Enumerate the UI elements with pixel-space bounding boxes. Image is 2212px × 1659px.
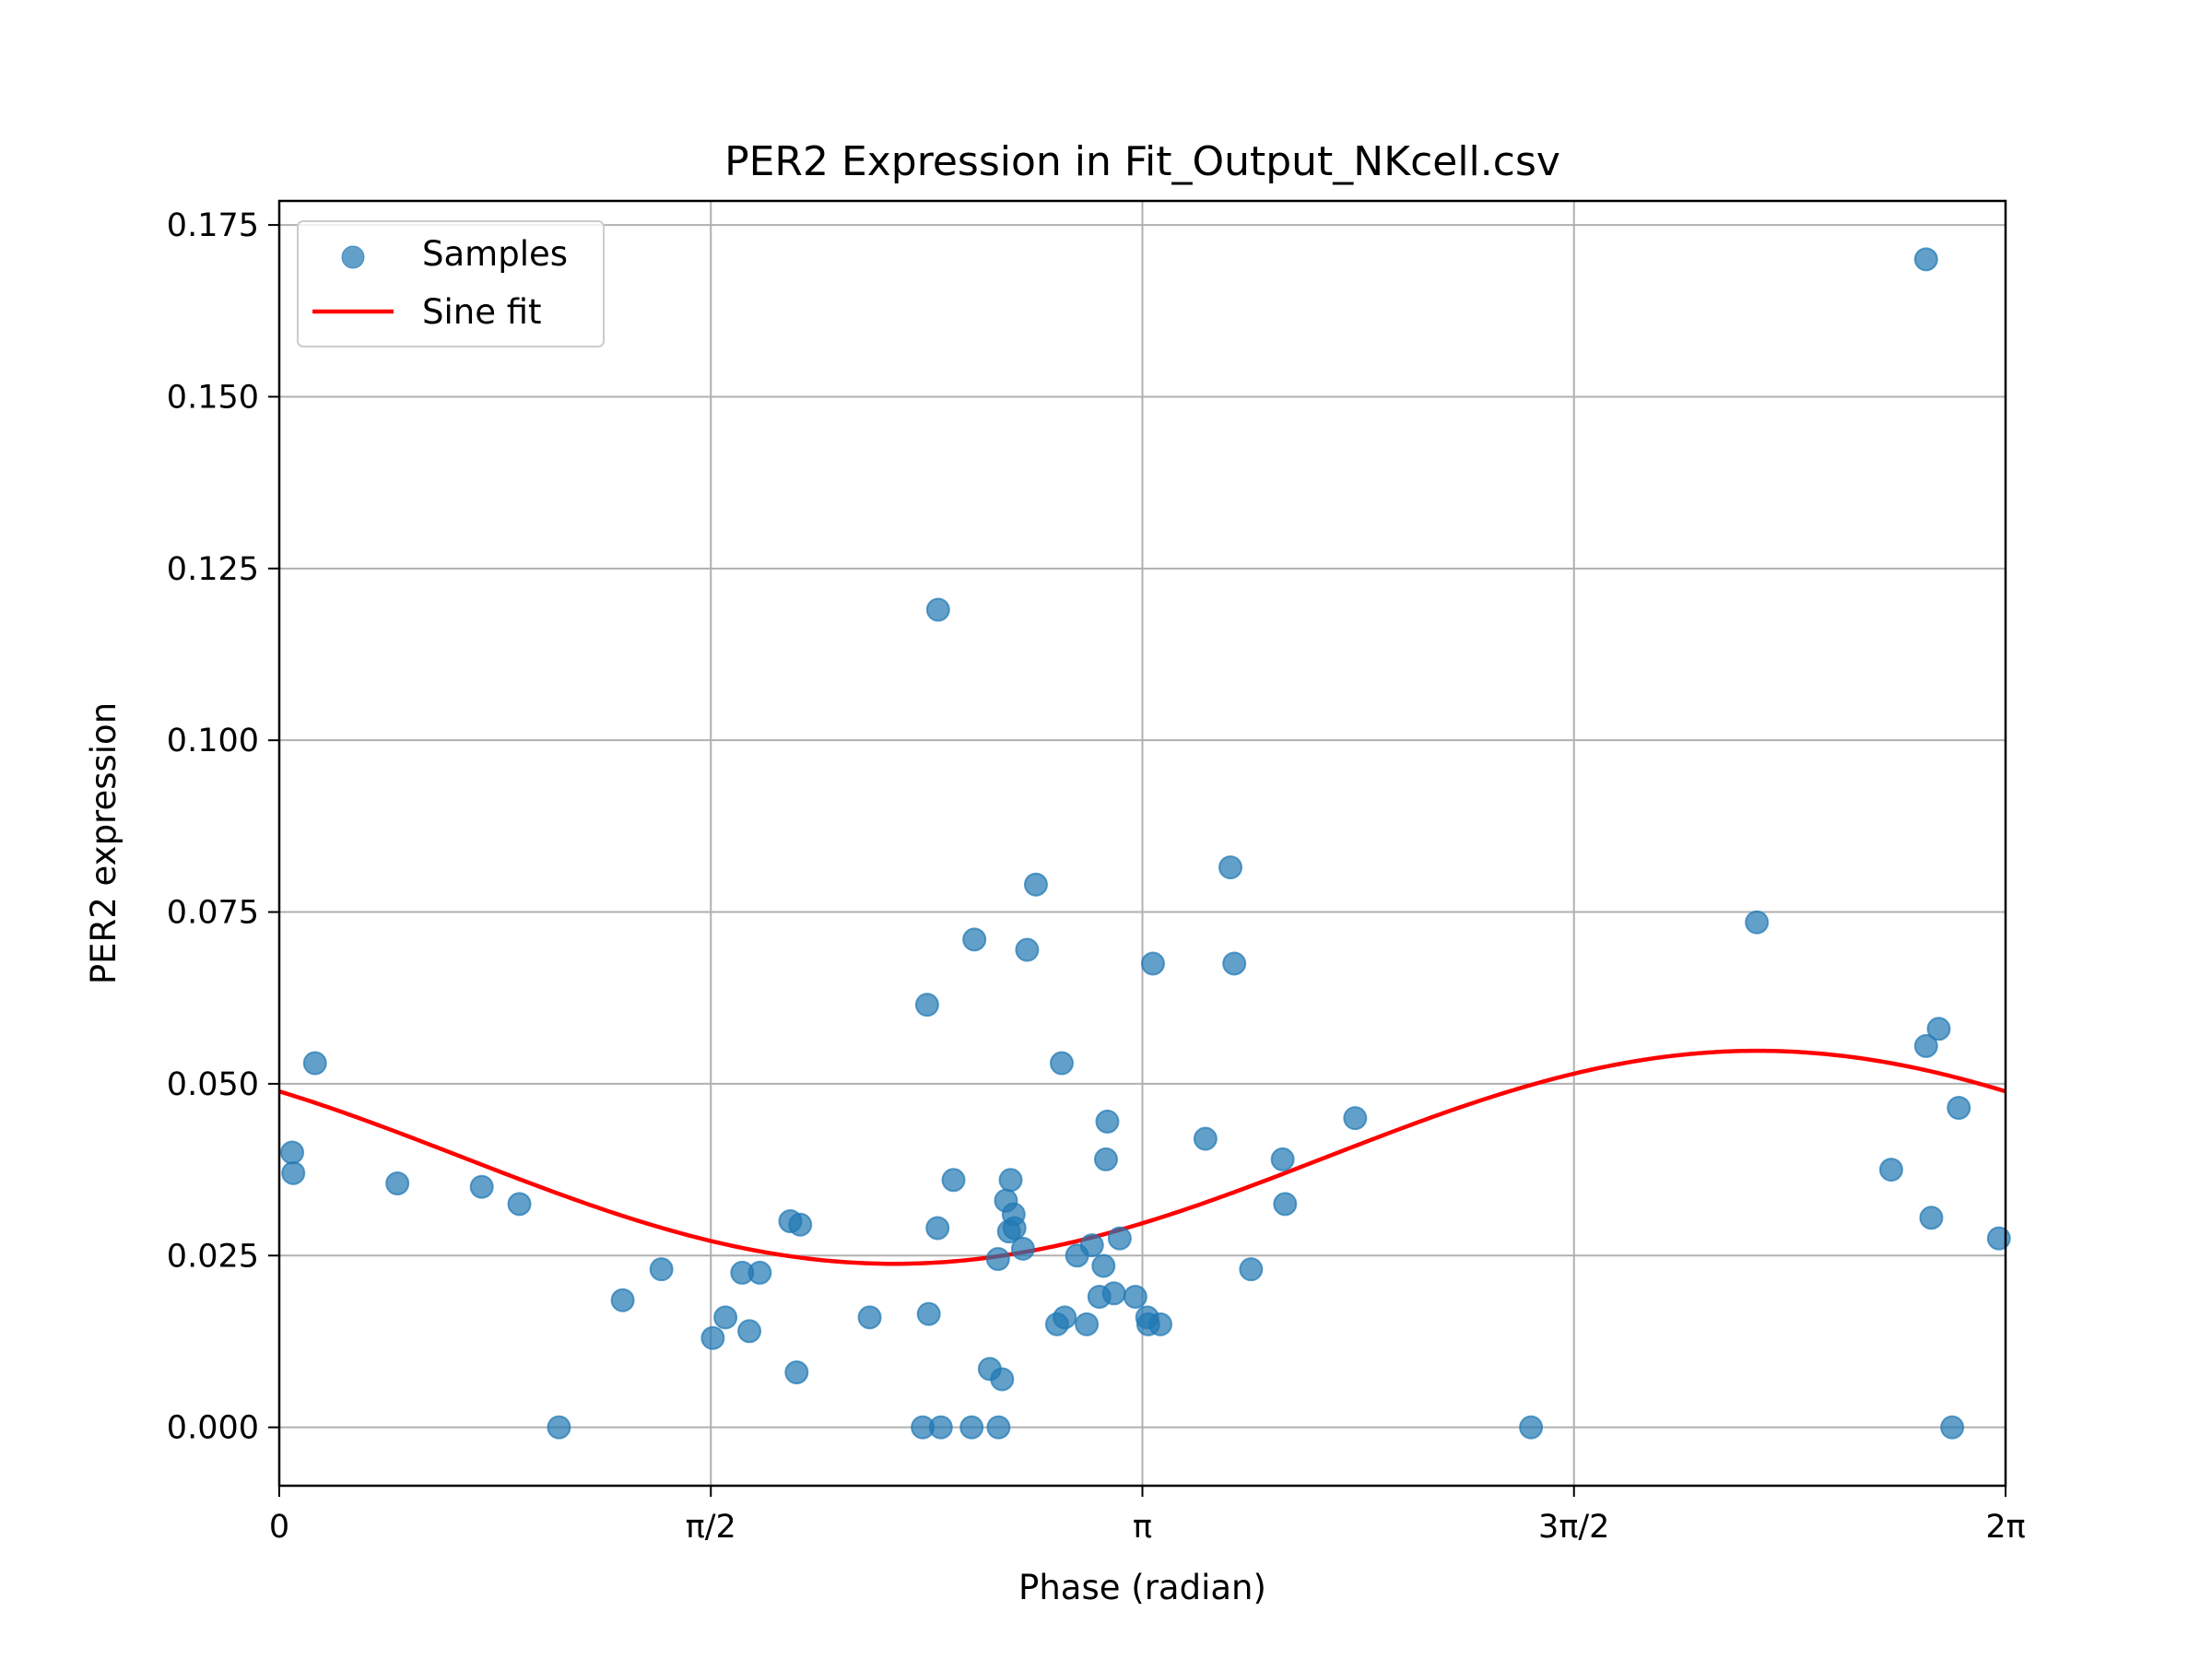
sample-point bbox=[1107, 1226, 1132, 1251]
y-tick-label: 0.050 bbox=[167, 1066, 259, 1103]
sample-point bbox=[1919, 1206, 1944, 1230]
legend: Samples Sine fit bbox=[297, 220, 605, 347]
y-tick-label: 0.075 bbox=[167, 895, 259, 932]
sample-point bbox=[925, 597, 950, 622]
sample-point bbox=[941, 1168, 966, 1193]
sample-point bbox=[925, 1216, 950, 1241]
x-tick-label: π bbox=[1133, 1509, 1152, 1546]
sample-point bbox=[649, 1257, 674, 1282]
sample-point bbox=[990, 1367, 1015, 1392]
legend-box bbox=[297, 220, 605, 347]
legend-samples-label: Samples bbox=[422, 234, 568, 274]
sample-point bbox=[1002, 1216, 1027, 1241]
legend-sine-fit-label: Sine fit bbox=[422, 292, 542, 332]
sample-point bbox=[784, 1360, 809, 1384]
x-tick-label: π/2 bbox=[686, 1509, 736, 1546]
sample-point bbox=[1273, 1192, 1298, 1217]
sample-point bbox=[547, 1415, 571, 1440]
sample-point bbox=[302, 1051, 327, 1076]
chart-title: PER2 Expression in Fit_Output_NKcell.csv bbox=[724, 138, 1560, 185]
sample-point bbox=[1940, 1415, 1965, 1440]
x-tick-label: 0 bbox=[269, 1509, 289, 1546]
sample-point bbox=[1079, 1233, 1104, 1258]
y-tick-label: 0.150 bbox=[167, 379, 259, 416]
sample-point bbox=[737, 1319, 762, 1344]
y-axis-label: PER2 expression bbox=[84, 702, 124, 984]
sample-point bbox=[1878, 1158, 1903, 1182]
sample-points bbox=[280, 247, 2011, 1440]
sample-point bbox=[1123, 1285, 1147, 1309]
sample-point bbox=[281, 1160, 306, 1185]
sample-point bbox=[1239, 1257, 1264, 1282]
y-tick-label: 0.000 bbox=[167, 1410, 259, 1447]
sample-point bbox=[959, 1415, 984, 1440]
sample-point bbox=[962, 927, 987, 952]
sample-point bbox=[1270, 1147, 1295, 1171]
sample-point bbox=[1140, 951, 1165, 976]
sample-point bbox=[700, 1325, 725, 1350]
sine-fit-line bbox=[278, 1048, 2006, 1266]
y-axis-ticks: 0.000 0.025 0.050 0.075 0.100 0.125 0.150 0.175 bbox=[167, 207, 279, 1447]
x-axis-ticks: 0 π/2 π 3π/2 2π bbox=[269, 1486, 2026, 1546]
sample-point bbox=[713, 1305, 738, 1330]
sample-point bbox=[1091, 1253, 1116, 1278]
sample-point bbox=[1075, 1312, 1100, 1336]
sample-point bbox=[1147, 1312, 1172, 1336]
sample-point bbox=[1745, 910, 1770, 935]
sample-point bbox=[1015, 937, 1040, 962]
sample-point bbox=[1218, 855, 1243, 880]
sample-point bbox=[985, 1247, 1010, 1271]
sample-point bbox=[1947, 1096, 1971, 1120]
sample-point bbox=[1913, 1033, 1938, 1058]
sample-point bbox=[1343, 1106, 1368, 1131]
sample-point bbox=[1193, 1126, 1218, 1151]
sample-point bbox=[1101, 1281, 1126, 1306]
sample-point bbox=[1010, 1236, 1035, 1261]
y-tick-label: 0.175 bbox=[167, 207, 259, 244]
sample-point bbox=[280, 1140, 305, 1165]
sample-point bbox=[1049, 1051, 1074, 1076]
sample-point bbox=[747, 1260, 772, 1285]
sample-point bbox=[857, 1305, 882, 1330]
sample-point bbox=[1222, 951, 1247, 976]
sample-point bbox=[1926, 1017, 1951, 1041]
sample-point bbox=[610, 1288, 635, 1312]
sample-point bbox=[1093, 1147, 1118, 1171]
fit-layer bbox=[278, 1048, 2006, 1266]
legend-samples-marker bbox=[341, 245, 365, 269]
y-tick-label: 0.100 bbox=[167, 723, 259, 759]
sample-point bbox=[986, 1415, 1011, 1440]
sample-point bbox=[507, 1192, 532, 1217]
sample-point bbox=[788, 1212, 813, 1237]
sample-point bbox=[1519, 1415, 1544, 1440]
x-tick-label: 2π bbox=[1985, 1509, 2025, 1546]
sample-point bbox=[998, 1168, 1023, 1193]
sample-point bbox=[928, 1415, 953, 1440]
x-axis-label: Phase (radian) bbox=[1018, 1568, 1266, 1607]
x-tick-label: 3π/2 bbox=[1538, 1509, 1609, 1546]
y-tick-label: 0.125 bbox=[167, 551, 259, 588]
y-tick-label: 0.025 bbox=[167, 1238, 259, 1275]
sample-point bbox=[385, 1171, 410, 1195]
sample-point bbox=[914, 993, 939, 1018]
sample-point bbox=[1913, 247, 1938, 272]
sample-point bbox=[1095, 1109, 1120, 1134]
sample-point bbox=[1053, 1305, 1077, 1330]
grid-lines bbox=[278, 201, 2006, 1486]
sample-point bbox=[916, 1301, 941, 1326]
sample-point bbox=[1023, 872, 1048, 897]
sample-point bbox=[469, 1174, 494, 1199]
